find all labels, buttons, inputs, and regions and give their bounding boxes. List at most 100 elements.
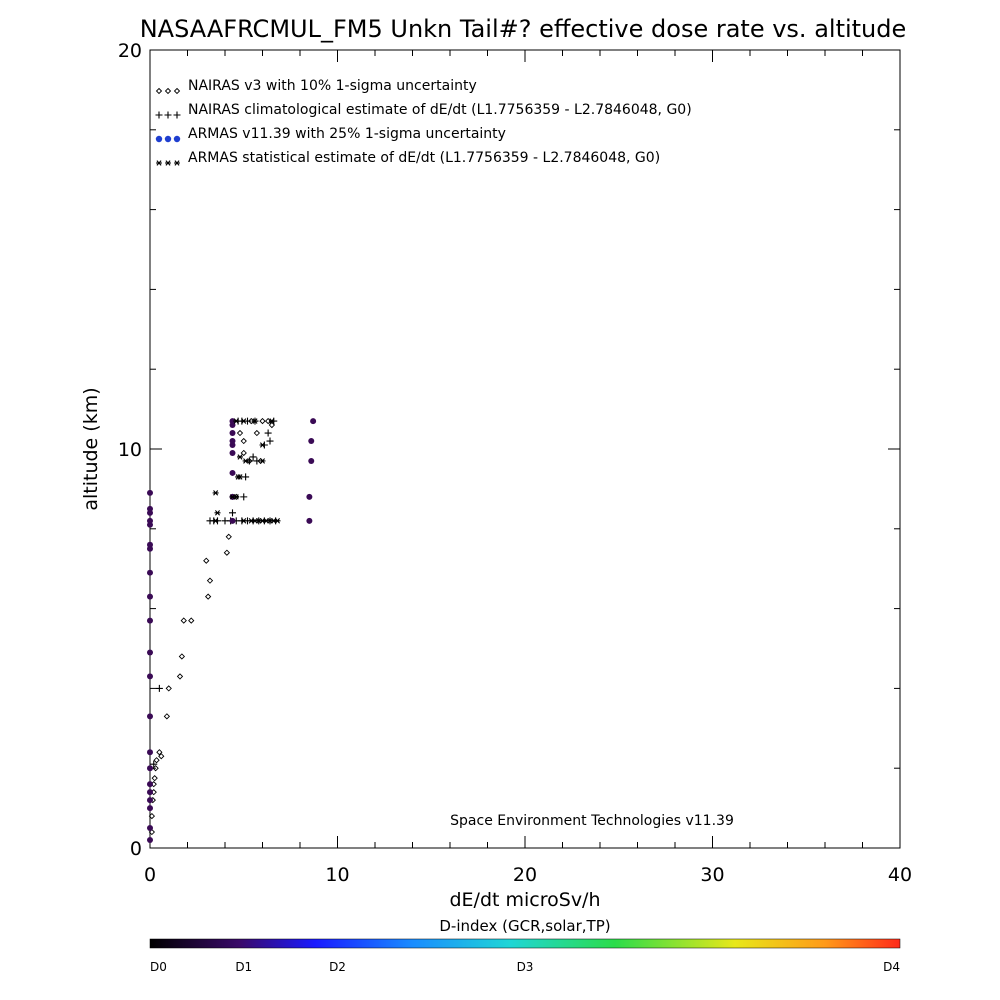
x-tick-label: 0 xyxy=(144,864,156,886)
data-point-plus xyxy=(229,509,236,517)
x-axis-label: dE/dt microSv/h xyxy=(449,889,600,911)
y-tick-label: 10 xyxy=(118,439,142,461)
data-point-asterisk xyxy=(233,418,240,424)
data-point-diamond xyxy=(163,713,171,720)
data-point-plus xyxy=(242,473,250,481)
data-point-dot xyxy=(147,805,153,812)
data-point-dot xyxy=(147,617,153,624)
data-point-dot xyxy=(308,457,315,464)
legend-marker xyxy=(173,87,181,95)
data-point-asterisk xyxy=(274,518,281,524)
data-point-dot xyxy=(147,649,153,656)
data-point-asterisk xyxy=(242,458,249,464)
data-point-diamond xyxy=(206,577,214,584)
data-point-diamond xyxy=(253,429,261,437)
x-tick-label: 40 xyxy=(888,864,912,886)
data-point-diamond xyxy=(165,685,172,692)
legend-marker xyxy=(174,160,180,166)
legend-marker xyxy=(155,135,163,143)
data-point-dot xyxy=(147,673,153,680)
legend-marker xyxy=(164,87,172,95)
data-point-asterisk xyxy=(214,510,221,516)
data-point-asterisk xyxy=(240,418,247,424)
data-point-asterisk xyxy=(212,490,219,496)
chart-title: NASAAFRCMUL_FM5 Unkn Tail#? effective do… xyxy=(140,15,907,43)
data-point-diamond xyxy=(225,533,232,540)
data-points xyxy=(147,417,317,844)
legend-marker xyxy=(155,111,163,119)
data-point-diamond xyxy=(188,617,195,624)
data-point-dot xyxy=(310,418,317,425)
legend-marker xyxy=(164,135,172,143)
data-point-dot xyxy=(147,569,153,576)
legend-label: NAIRAS v3 with 10% 1-sigma uncertainty xyxy=(188,78,477,94)
colorbar-label: D1 xyxy=(235,960,252,974)
data-point-dot xyxy=(147,749,153,756)
data-point-diamond xyxy=(248,417,255,425)
data-point-dot xyxy=(147,781,153,788)
data-point-asterisk xyxy=(259,458,266,464)
colorbar-label: D2 xyxy=(329,960,346,974)
data-point-diamond xyxy=(240,437,247,445)
legend-marker xyxy=(173,111,181,119)
legend-marker xyxy=(156,160,162,166)
plot-frame xyxy=(149,49,901,849)
colorbar-label: D4 xyxy=(883,960,900,974)
data-point-dot xyxy=(147,713,153,720)
colorbar-label: D0 xyxy=(150,960,167,974)
data-point-dot xyxy=(147,765,153,772)
legend-label: ARMAS statistical estimate of dE/dt (L1.… xyxy=(188,150,660,166)
data-point-plus xyxy=(150,760,158,768)
data-point-diamond xyxy=(151,775,158,782)
data-point-diamond xyxy=(203,557,210,564)
data-point-diamond xyxy=(178,653,186,660)
y-tick-label: 20 xyxy=(118,40,142,62)
legend-label: NAIRAS climatological estimate of dE/dt … xyxy=(188,102,692,118)
data-point-dot xyxy=(306,517,313,524)
x-tick-label: 30 xyxy=(700,864,724,886)
data-point-diamond xyxy=(240,449,247,457)
data-point-diamond xyxy=(156,749,163,756)
data-point-asterisk xyxy=(240,518,247,524)
data-point-diamond xyxy=(176,673,184,680)
data-point-dot xyxy=(147,825,153,832)
data-point-dot xyxy=(147,489,153,496)
data-point-diamond xyxy=(236,429,244,437)
data-point-asterisk xyxy=(237,474,243,480)
data-point-dot xyxy=(147,789,153,796)
data-point-dot xyxy=(229,430,236,437)
data-point-diamond xyxy=(158,753,165,760)
y-axis-label: altitude (km) xyxy=(80,387,102,510)
data-point-dot xyxy=(147,517,153,524)
legend-marker xyxy=(155,87,163,95)
colorbar-labels: D0 D1 D2 D3 D4 xyxy=(150,960,900,974)
colorbar-title: D-index (GCR,solar,TP) xyxy=(439,917,610,935)
data-point-asterisk xyxy=(233,494,240,500)
data-point-plus xyxy=(253,457,261,465)
data-point-plus xyxy=(249,453,257,461)
data-point-diamond xyxy=(259,417,266,425)
data-point-dot xyxy=(147,837,153,844)
tick-labels: 0 10 20 30 40 0 10 20 xyxy=(118,40,912,886)
legend-marker xyxy=(164,111,172,119)
data-point-dot xyxy=(229,418,236,425)
data-point-diamond xyxy=(153,757,160,764)
data-point-dot xyxy=(229,517,236,524)
data-point-dot xyxy=(229,438,236,445)
data-point-dot xyxy=(147,797,153,804)
data-point-dot xyxy=(147,541,153,548)
data-point-diamond xyxy=(180,617,187,624)
data-point-dot xyxy=(229,469,236,476)
data-point-plus xyxy=(266,437,274,445)
data-point-asterisk xyxy=(212,518,219,524)
data-point-plus xyxy=(264,429,272,437)
colorbar-label: D3 xyxy=(517,960,534,974)
data-point-dot xyxy=(308,438,315,445)
legend-marker xyxy=(173,135,181,143)
data-point-plus xyxy=(155,684,163,692)
legend-marker xyxy=(165,160,171,166)
colorbar xyxy=(149,938,901,949)
credit-text: Space Environment Technologies v11.39 xyxy=(450,813,734,829)
data-point-diamond xyxy=(148,828,156,836)
